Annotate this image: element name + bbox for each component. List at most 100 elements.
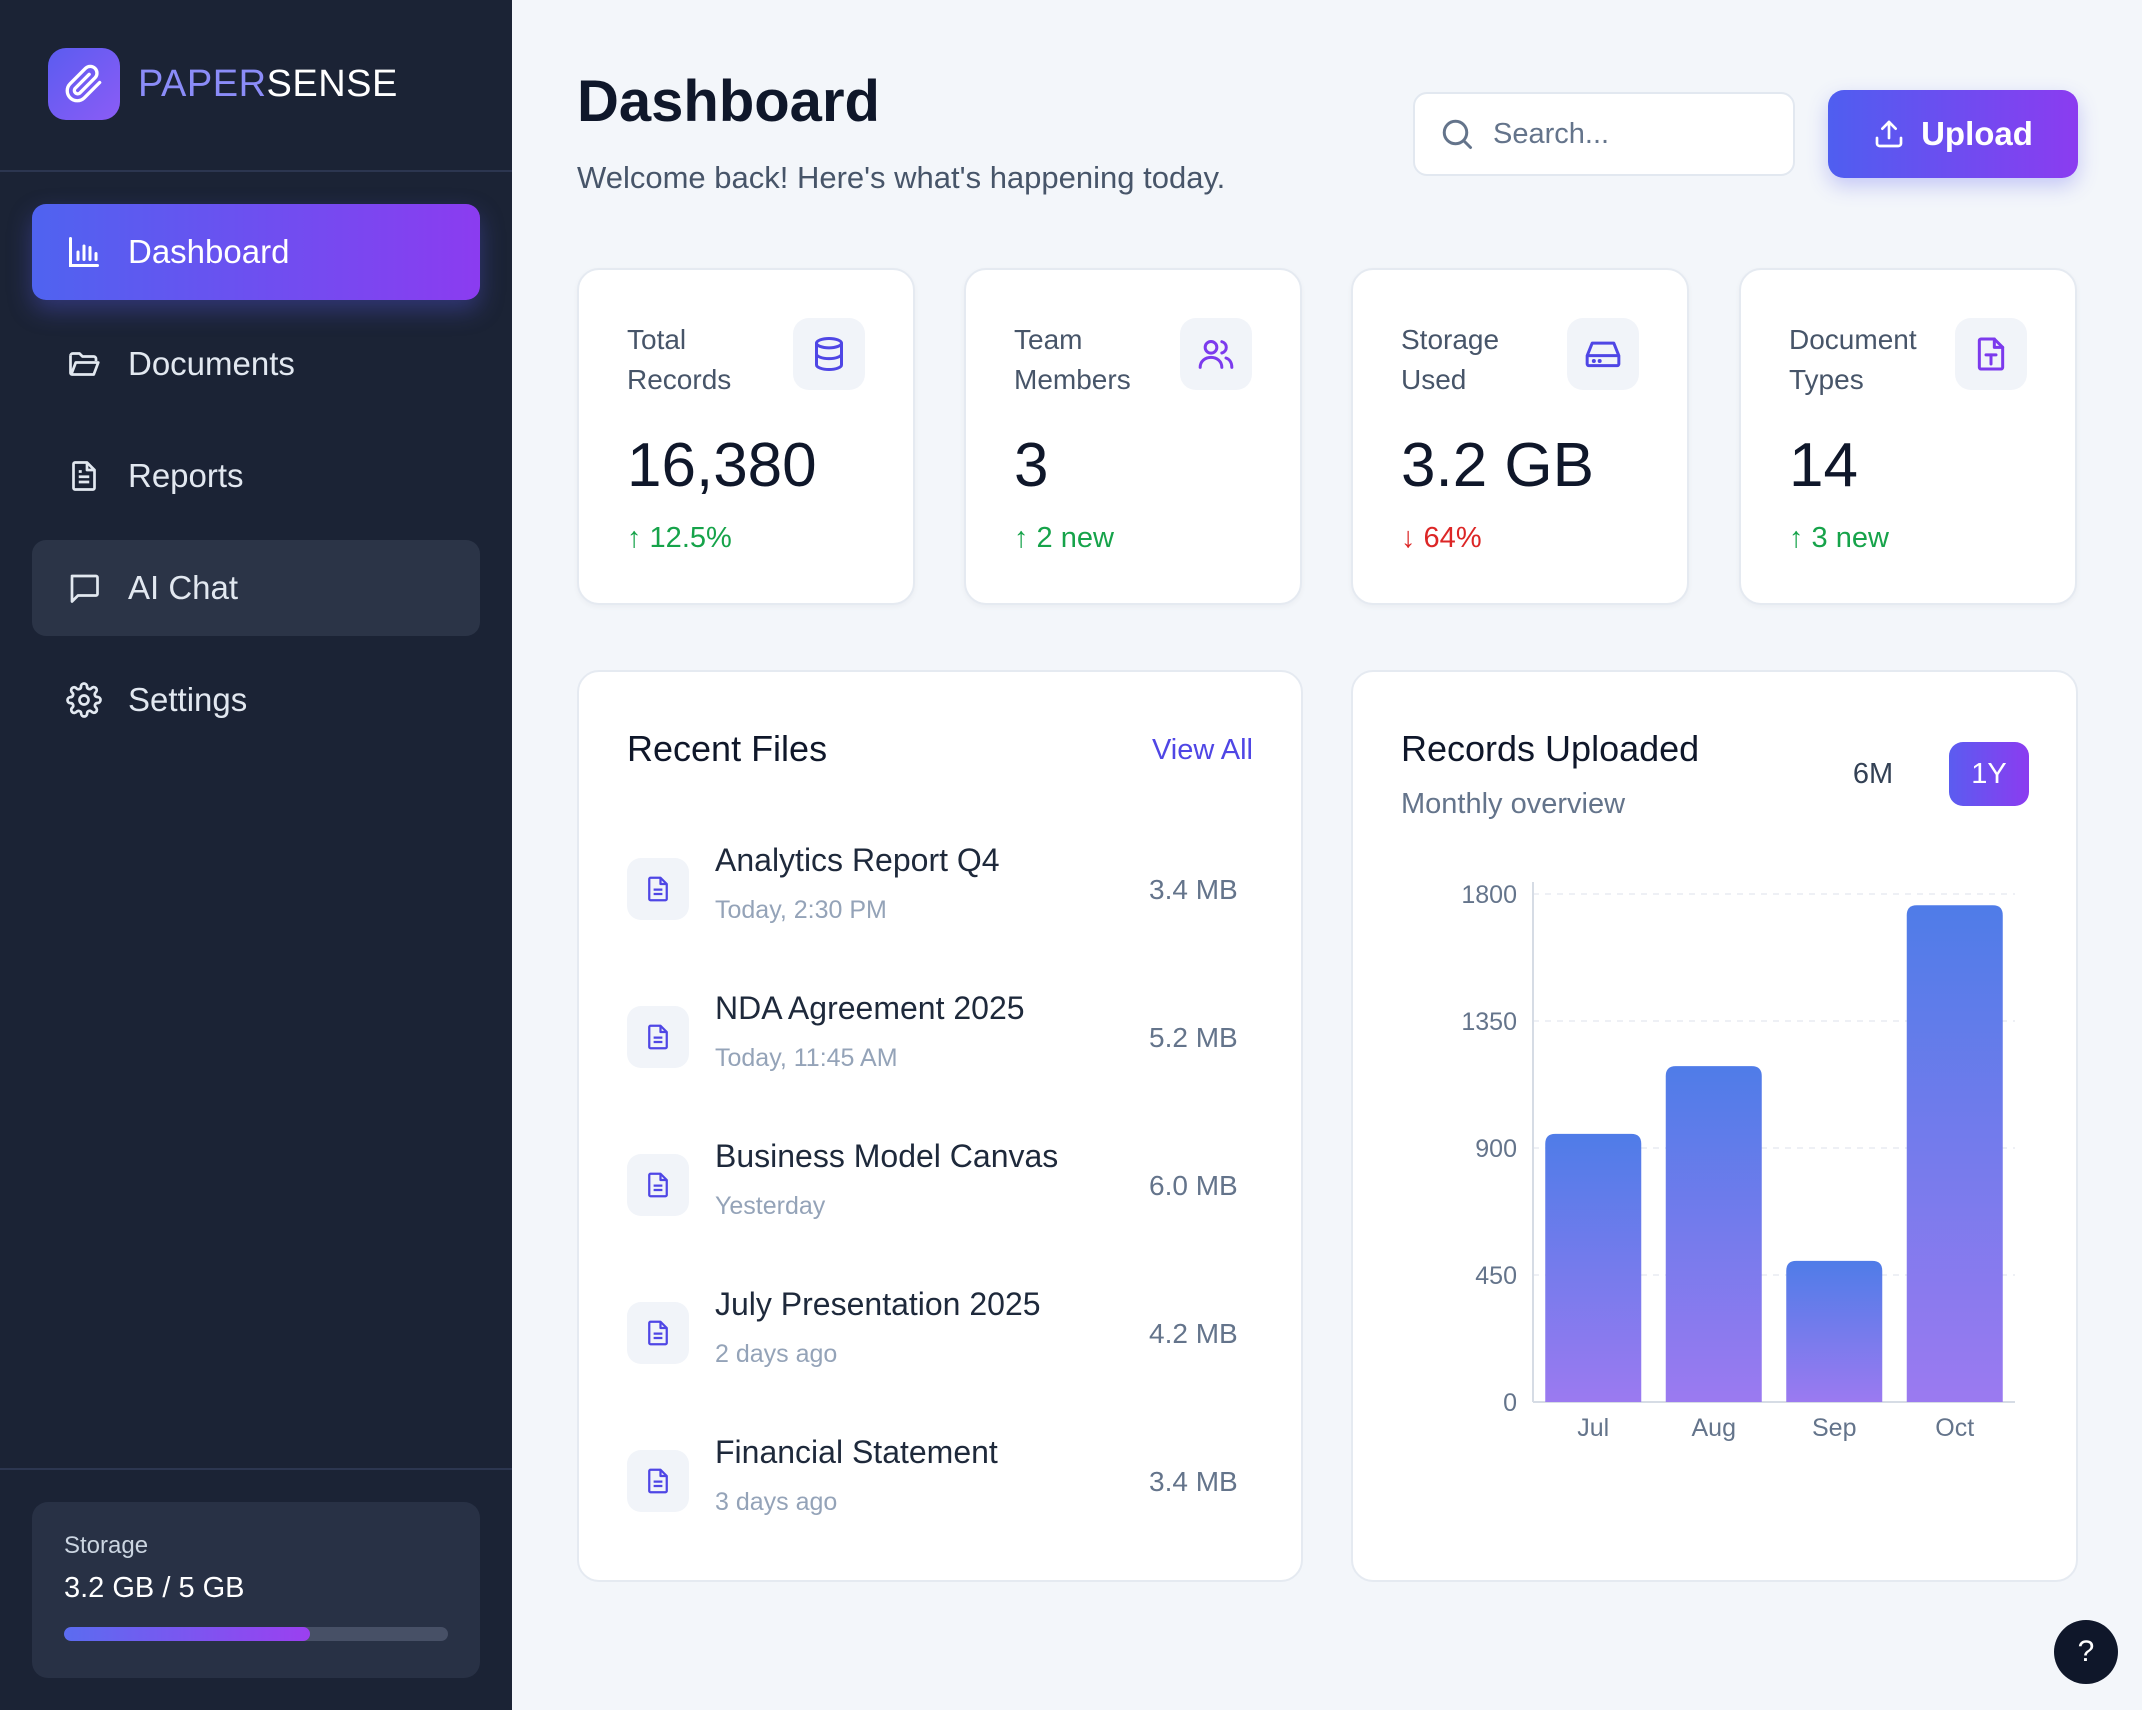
- x-tick-label: Oct: [1935, 1414, 1974, 1442]
- storage-progress-fill: [64, 1627, 310, 1641]
- sidebar-divider: [0, 1468, 512, 1470]
- upload-button-label: Upload: [1921, 115, 2033, 152]
- y-tick-label: 450: [1475, 1262, 1517, 1290]
- document-icon: [627, 858, 689, 920]
- range-6m-button[interactable]: 6M: [1833, 742, 1913, 806]
- y-tick-label: 900: [1475, 1135, 1517, 1163]
- file-row[interactable]: NDA Agreement 2025 Today, 11:45 AM 5.2 M…: [627, 980, 1257, 1090]
- file-row[interactable]: July Presentation 2025 2 days ago 4.2 MB: [627, 1276, 1257, 1386]
- storage-value: 3.2 GB / 5 GB: [64, 1572, 245, 1604]
- file-size: 3.4 MB: [1149, 1466, 1238, 1497]
- file-name: Analytics Report Q4: [715, 842, 1000, 878]
- stat-delta: ↓ 64%: [1401, 522, 1482, 554]
- file-time: Today, 11:45 AM: [715, 1044, 898, 1072]
- upload-button[interactable]: Upload: [1828, 90, 2078, 178]
- stat-value: 3: [1014, 431, 1049, 500]
- search-icon: [1439, 116, 1475, 152]
- storage-label: Storage: [64, 1532, 149, 1559]
- sidebar-item-dashboard[interactable]: Dashboard: [32, 204, 480, 300]
- storage-progress-bar: [64, 1627, 448, 1641]
- y-tick-label: 1350: [1461, 1008, 1517, 1036]
- stat-delta: ↑ 12.5%: [627, 522, 732, 554]
- stat-card-total-records: Total Records 16,380 ↑ 12.5%: [577, 268, 915, 605]
- stat-delta: ↑ 2 new: [1014, 522, 1114, 554]
- file-time: 3 days ago: [715, 1488, 838, 1516]
- paperclip-icon: [48, 48, 120, 120]
- sidebar-item-label: Documents: [128, 345, 295, 382]
- stat-label: Document Types: [1789, 324, 1917, 395]
- file-size: 4.2 MB: [1149, 1318, 1238, 1349]
- stat-label: Total Records: [627, 324, 732, 395]
- view-all-link[interactable]: View All: [1151, 734, 1253, 766]
- x-tick-label: Sep: [1812, 1414, 1856, 1442]
- records-bar-chart: 0 450 900 1350 1800 Jul Aug Sep Oct: [1461, 881, 2015, 1442]
- y-tick-label: 1800: [1461, 881, 1517, 909]
- file-text-icon: [64, 456, 104, 496]
- page-title: Dashboard: [577, 69, 880, 134]
- document-icon: [627, 1450, 689, 1512]
- bar-jul[interactable]: [1545, 1133, 1642, 1402]
- panel-subtitle: Monthly overview: [1401, 788, 1626, 820]
- sidebar-item-reports[interactable]: Reports: [32, 428, 480, 524]
- bar-chart-icon: [64, 232, 104, 272]
- file-name: July Presentation 2025: [715, 1286, 1041, 1322]
- file-time: Today, 2:30 PM: [715, 896, 887, 924]
- file-time: 2 days ago: [715, 1340, 838, 1368]
- sidebar-item-ai-chat[interactable]: AI Chat: [32, 540, 480, 636]
- file-size: 6.0 MB: [1149, 1170, 1238, 1201]
- range-1y-button[interactable]: 1Y: [1949, 742, 2029, 806]
- hard-drive-icon: [1567, 318, 1639, 390]
- recent-files-panel: Recent Files View All Analytics Report Q…: [577, 670, 1303, 1582]
- sidebar-item-label: AI Chat: [128, 569, 239, 606]
- file-name: NDA Agreement 2025: [715, 990, 1025, 1026]
- sidebar-divider: [0, 170, 512, 172]
- stat-value: 16,380: [627, 431, 817, 500]
- bar-aug[interactable]: [1665, 1066, 1762, 1402]
- sidebar-item-settings[interactable]: Settings: [32, 652, 480, 748]
- stat-label: Team Members: [1014, 324, 1131, 395]
- sidebar-item-label: Settings: [128, 681, 248, 718]
- search-box[interactable]: [1413, 92, 1795, 176]
- file-upload-icon: [1955, 318, 2027, 390]
- stat-label: Storage Used: [1401, 324, 1500, 395]
- folder-icon: [64, 344, 104, 384]
- file-name: Financial Statement: [715, 1434, 998, 1470]
- document-icon: [627, 1006, 689, 1068]
- stat-delta: ↑ 3 new: [1789, 522, 1889, 554]
- storage-card: Storage 3.2 GB / 5 GB: [32, 1502, 480, 1678]
- panel-title: Records Uploaded: [1401, 728, 1700, 769]
- stat-card-team-members: Team Members 3 ↑ 2 new: [964, 268, 1302, 605]
- upload-icon: [1873, 118, 1905, 150]
- x-tick-label: Aug: [1692, 1414, 1736, 1442]
- file-row[interactable]: Financial Statement 3 days ago 3.4 MB: [627, 1424, 1257, 1534]
- stat-card-document-types: Document Types 14 ↑ 3 new: [1739, 268, 2077, 605]
- page-subtitle: Welcome back! Here's what's happening to…: [577, 160, 1226, 195]
- document-icon: [627, 1154, 689, 1216]
- sidebar-item-label: Reports: [128, 457, 244, 494]
- file-row[interactable]: Analytics Report Q4 Today, 2:30 PM 3.4 M…: [627, 832, 1257, 942]
- bar-sep[interactable]: [1786, 1260, 1883, 1402]
- search-input[interactable]: [1493, 117, 1753, 151]
- records-uploaded-panel: Records Uploaded Monthly overview 6M 1Y …: [1351, 670, 2078, 1582]
- gear-icon: [64, 680, 104, 720]
- users-icon: [1180, 318, 1252, 390]
- message-icon: [64, 568, 104, 608]
- stat-value: 3.2 GB: [1401, 431, 1594, 500]
- brand-name: PAPERSENSE: [138, 62, 398, 105]
- help-button[interactable]: ?: [2054, 1620, 2118, 1684]
- file-row[interactable]: Business Model Canvas Yesterday 6.0 MB: [627, 1128, 1257, 1238]
- database-icon: [793, 318, 865, 390]
- bar-oct[interactable]: [1906, 905, 2003, 1402]
- panel-title: Recent Files: [627, 728, 828, 769]
- file-name: Business Model Canvas: [715, 1138, 1059, 1174]
- file-size: 5.2 MB: [1149, 1022, 1238, 1053]
- x-tick-label: Jul: [1577, 1414, 1609, 1442]
- document-icon: [627, 1302, 689, 1364]
- sidebar-item-documents[interactable]: Documents: [32, 316, 480, 412]
- stat-card-storage-used: Storage Used 3.2 GB ↓ 64%: [1351, 268, 1689, 605]
- y-tick-label: 0: [1503, 1389, 1517, 1417]
- brand[interactable]: PAPERSENSE: [48, 48, 398, 120]
- file-size: 3.4 MB: [1149, 874, 1238, 905]
- sidebar-item-label: Dashboard: [128, 233, 290, 270]
- file-time: Yesterday: [715, 1192, 826, 1220]
